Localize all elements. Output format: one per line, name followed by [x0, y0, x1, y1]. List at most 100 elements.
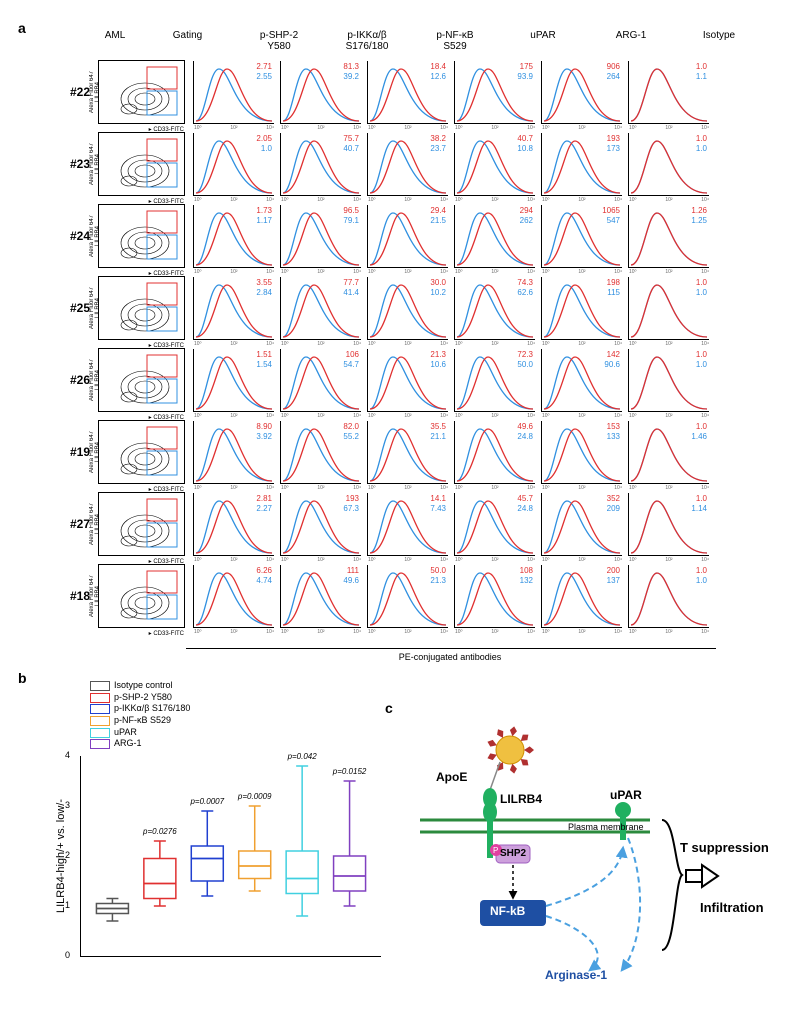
panel-a-label: a: [18, 20, 26, 36]
sample-row: #22 Alexa Fluor 647 LILRB4▸ CD33-FITC2.7…: [30, 56, 790, 128]
panel-b-boxplot: LILRB4-high/+ vs. low/- 01234p=0.0276p=0…: [80, 756, 381, 957]
hist-value-blue: 2.27: [256, 505, 272, 513]
hist-value-blue: 2.84: [256, 289, 272, 297]
hist-ticks: 10⁰10²10⁴: [542, 413, 622, 419]
histogram: 1.01.1410⁰10²10⁴: [628, 493, 709, 556]
hist-value-blue: 90.6: [604, 361, 620, 369]
legend-item: uPAR: [90, 727, 380, 739]
sample-id: #27: [30, 517, 98, 531]
hist-value-red: 14.1: [430, 495, 446, 503]
hist-value-blue: 49.6: [343, 577, 359, 585]
hist-value-red: 200: [607, 567, 620, 575]
hist-value-red: 1.0: [696, 423, 707, 431]
panel-c-label: c: [385, 700, 393, 716]
histogram: 6.264.7410⁰10²10⁴: [193, 565, 274, 628]
panel-a-headers: AML Gating p-SHP-2 Y580 p-IKKα/β S176/18…: [90, 30, 790, 52]
histogram: 29426210⁰10²10⁴: [454, 205, 535, 268]
panel-b: Isotype controlp-SHP-2 Y580p-IKKα/β S176…: [50, 680, 380, 980]
sample-row: #26 Alexa Fluor 647 LILRB4▸ CD33-FITC 1.5…: [30, 344, 790, 416]
pe-axis-label: PE-conjugated antibodies: [180, 652, 720, 662]
hist-ticks: 10⁰10²10⁴: [455, 269, 535, 275]
hist-ticks: 10⁰10²10⁴: [368, 197, 448, 203]
hist-ticks: 10⁰10²10⁴: [194, 197, 274, 203]
histogram: 38.223.710⁰10²10⁴: [367, 133, 448, 196]
hist-value-red: 1.0: [696, 567, 707, 575]
hist-ticks: 10⁰10²10⁴: [542, 125, 622, 131]
hist-value-red: 111: [347, 567, 359, 575]
pe-axis-line: [186, 648, 716, 649]
hist-value-blue: 262: [520, 217, 533, 225]
hist-value-red: 906: [607, 63, 620, 71]
sample-id: #26: [30, 373, 98, 387]
panel-a: AML Gating p-SHP-2 Y580 p-IKKα/β S176/18…: [30, 30, 790, 632]
hist-value-red: 77.7: [343, 279, 359, 287]
histogram: 29.421.510⁰10²10⁴: [367, 205, 448, 268]
hist-ticks: 10⁰10²10⁴: [542, 197, 622, 203]
hist-value-red: 1.51: [256, 351, 272, 359]
hist-ticks: 10⁰10²10⁴: [368, 413, 448, 419]
histogram: 19811510⁰10²10⁴: [541, 277, 622, 340]
p-value: p=0.0009: [233, 792, 277, 801]
hist-ticks: 10⁰10²10⁴: [194, 557, 274, 563]
legend-item: p-SHP-2 Y580: [90, 692, 380, 704]
legend-label: Isotype control: [114, 680, 173, 692]
hist-ticks: 10⁰10²10⁴: [368, 341, 448, 347]
histogram: 18.412.610⁰10²10⁴: [367, 61, 448, 124]
hist-value-blue: 1.46: [691, 433, 707, 441]
histogram: 74.362.610⁰10²10⁴: [454, 277, 535, 340]
histogram: 1.01.010⁰10²10⁴: [628, 277, 709, 340]
hist-value-blue: 1.0: [696, 577, 707, 585]
header-aml: AML: [90, 30, 140, 52]
hist-value-blue: 67.3: [343, 505, 359, 513]
hist-value-blue: 23.7: [430, 145, 446, 153]
gate-y-axis: Alexa Fluor 647 LILRB4: [89, 61, 99, 123]
header-col-4: ARG-1: [587, 30, 675, 52]
gate-y-axis: Alexa Fluor 647 LILRB4: [89, 349, 99, 411]
hist-value-red: 193: [346, 495, 359, 503]
hist-ticks: 10⁰10²10⁴: [455, 341, 535, 347]
c-lilrb4: LILRB4: [500, 792, 542, 806]
hist-value-red: 294: [520, 207, 533, 215]
histogram: 81.339.210⁰10²10⁴: [280, 61, 361, 124]
hist-value-red: 142: [607, 351, 620, 359]
histogram: 49.624.810⁰10²10⁴: [454, 421, 535, 484]
legend-swatch: [90, 681, 110, 691]
hist-ticks: 10⁰10²10⁴: [542, 341, 622, 347]
hist-value-blue: 55.2: [343, 433, 359, 441]
hist-value-blue: 40.7: [343, 145, 359, 153]
histogram: 10654.710⁰10²10⁴: [280, 349, 361, 412]
hist-value-red: 1.73: [256, 207, 272, 215]
hist-value-red: 6.26: [256, 567, 272, 575]
hist-value-blue: 62.6: [517, 289, 533, 297]
sample-id: #22: [30, 85, 98, 99]
header-col-1: p-IKKα/β S176/180: [323, 30, 411, 52]
hist-ticks: 10⁰10²10⁴: [629, 341, 709, 347]
legend-item: Isotype control: [90, 680, 380, 692]
hist-value-red: 75.7: [343, 135, 359, 143]
y-tick-label: 4: [65, 750, 70, 760]
hist-value-red: 29.4: [430, 207, 446, 215]
hist-value-blue: 10.6: [430, 361, 446, 369]
hist-value-blue: 1.0: [261, 145, 272, 153]
hist-value-blue: 1.0: [696, 289, 707, 297]
hist-value-red: 49.6: [517, 423, 533, 431]
histogram: 2.051.010⁰10²10⁴: [193, 133, 274, 196]
svg-text:P: P: [493, 846, 498, 855]
y-tick-label: 2: [65, 850, 70, 860]
hist-value-red: 74.3: [517, 279, 533, 287]
histogram: 77.741.410⁰10²10⁴: [280, 277, 361, 340]
hist-ticks: 10⁰10²10⁴: [281, 629, 361, 635]
gate-y-axis: Alexa Fluor 647 LILRB4: [89, 277, 99, 339]
hist-value-blue: 21.1: [430, 433, 446, 441]
hist-ticks: 10⁰10²10⁴: [281, 269, 361, 275]
hist-value-red: 96.5: [343, 207, 359, 215]
hist-value-blue: 115: [607, 289, 620, 297]
legend-swatch: [90, 728, 110, 738]
gating-plot: Alexa Fluor 647 LILRB4▸ CD33-FITC: [98, 348, 185, 412]
hist-value-red: 2.81: [256, 495, 272, 503]
gating-plot: Alexa Fluor 647 LILRB4▸ CD33-FITC: [98, 60, 185, 124]
hist-value-blue: 1.25: [691, 217, 707, 225]
histogram: 1.01.4610⁰10²10⁴: [628, 421, 709, 484]
panel-b-legend: Isotype controlp-SHP-2 Y580p-IKKα/β S176…: [90, 680, 380, 750]
histogram: 90626410⁰10²10⁴: [541, 61, 622, 124]
